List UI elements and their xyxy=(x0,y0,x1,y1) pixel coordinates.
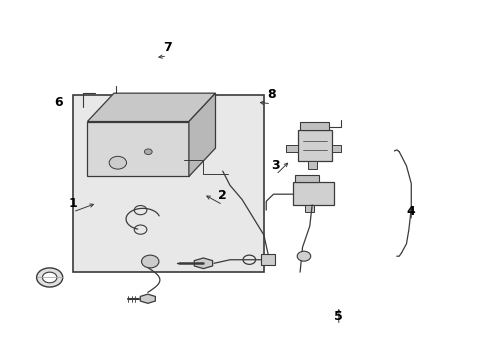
Circle shape xyxy=(144,149,152,154)
Bar xyxy=(297,130,331,161)
Text: 1: 1 xyxy=(68,197,77,210)
Bar xyxy=(261,255,274,265)
Polygon shape xyxy=(194,258,212,269)
Polygon shape xyxy=(87,93,215,122)
Text: 7: 7 xyxy=(163,41,171,54)
Text: 4: 4 xyxy=(406,206,415,219)
Bar xyxy=(308,161,316,169)
Polygon shape xyxy=(188,93,215,176)
Circle shape xyxy=(297,251,310,261)
Bar xyxy=(331,145,341,152)
Bar xyxy=(305,205,313,212)
Circle shape xyxy=(37,268,62,287)
Text: 6: 6 xyxy=(54,95,62,108)
Circle shape xyxy=(42,272,57,283)
Bar xyxy=(295,175,319,182)
Bar xyxy=(300,122,328,130)
Bar xyxy=(292,182,333,205)
Text: 8: 8 xyxy=(266,89,275,102)
Bar xyxy=(73,95,264,272)
Text: 3: 3 xyxy=(271,159,280,172)
Text: 2: 2 xyxy=(218,189,226,202)
Text: 5: 5 xyxy=(334,310,343,323)
Circle shape xyxy=(141,255,159,268)
Circle shape xyxy=(109,156,126,169)
Bar xyxy=(285,145,297,152)
Polygon shape xyxy=(140,294,155,303)
Bar xyxy=(87,122,188,176)
